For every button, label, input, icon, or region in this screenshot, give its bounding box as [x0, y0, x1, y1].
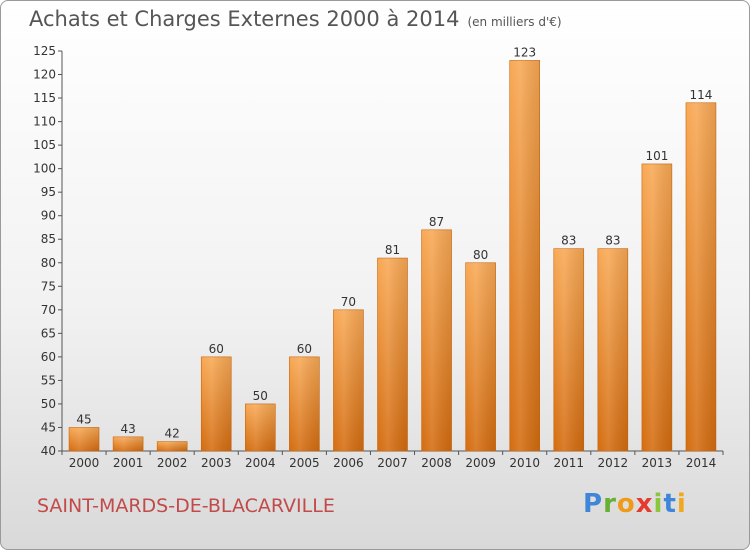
x-tick-label: 2009 — [465, 456, 496, 470]
bar-shine — [509, 60, 540, 451]
data-label: 101 — [645, 149, 668, 163]
y-tick-label: 95 — [41, 185, 56, 199]
x-tick-label: 2013 — [642, 456, 673, 470]
x-tick-label: 2008 — [421, 456, 452, 470]
y-tick-label: 125 — [33, 44, 56, 58]
y-tick-label: 115 — [33, 91, 56, 105]
data-label: 83 — [605, 234, 620, 248]
data-label: 60 — [209, 342, 224, 356]
data-label: 114 — [690, 88, 713, 102]
data-label: 70 — [341, 295, 356, 309]
x-tick-label: 2011 — [553, 456, 584, 470]
chart-title: Achats et Charges Externes 2000 à 2014 (e… — [29, 7, 562, 31]
y-tick-label: 120 — [33, 68, 56, 82]
bar-shine — [157, 441, 188, 451]
bar-shine — [465, 262, 496, 451]
data-labels: 45 43 42 60 50 60 70 81 87 80 123 83 83 101 114 — [76, 45, 712, 440]
x-tick-label: 2012 — [598, 456, 629, 470]
bar-shine — [69, 427, 100, 451]
y-tick-label: 50 — [41, 397, 56, 411]
x-tick-label: 2003 — [201, 456, 232, 470]
data-label: 43 — [120, 422, 135, 436]
proxiti-logo: Proxiti — [583, 489, 687, 519]
bar-shine — [421, 229, 452, 451]
commune-name: SAINT-MARDS-DE-BLACARVILLE — [37, 495, 335, 517]
y-tick-label: 110 — [33, 115, 56, 129]
y-tick-label: 85 — [41, 232, 56, 246]
y-tick-label: 105 — [33, 138, 56, 152]
bar-shine — [685, 102, 716, 451]
bars — [68, 60, 717, 452]
x-tick-label: 2014 — [686, 456, 717, 470]
bar-shine — [201, 356, 232, 451]
y-tick-label: 45 — [41, 420, 56, 434]
x-tick-label: 2005 — [289, 456, 320, 470]
bar-shine — [641, 163, 672, 452]
bar-shine — [289, 356, 320, 451]
y-tick-label: 40 — [41, 444, 56, 458]
data-label: 87 — [429, 215, 444, 229]
chart-unit: (en milliers d'€) — [467, 15, 562, 29]
data-label: 45 — [76, 412, 91, 426]
y-tick-label: 60 — [41, 350, 56, 364]
bar-shine — [113, 436, 144, 451]
bar-shine — [245, 403, 276, 451]
x-tick-label: 2010 — [509, 456, 540, 470]
y-tick-label: 80 — [41, 256, 56, 270]
y-tick-label: 70 — [41, 303, 56, 317]
y-tick-label: 55 — [41, 373, 56, 387]
data-label: 81 — [385, 243, 400, 257]
data-label: 50 — [253, 389, 268, 403]
bar-shine — [597, 248, 628, 451]
x-tick-label: 2001 — [113, 456, 144, 470]
x-tick-label: 2000 — [69, 456, 100, 470]
y-tick-label: 90 — [41, 209, 56, 223]
data-label: 83 — [561, 234, 576, 248]
bar-shine — [553, 248, 584, 451]
axes: 40 45 50 55 60 65 70 75 80 85 90 95 100 105 110 115 120 1… — [33, 44, 724, 470]
y-tick-label: 100 — [33, 162, 56, 176]
x-tick-label: 2007 — [377, 456, 408, 470]
x-tick-label: 2006 — [333, 456, 364, 470]
bar-shine — [333, 309, 364, 451]
x-tick-label: 2002 — [157, 456, 188, 470]
data-label: 60 — [297, 342, 312, 356]
bar-shine — [377, 258, 408, 451]
x-tick-label: 2004 — [245, 456, 276, 470]
data-label: 42 — [165, 427, 180, 441]
y-tick-label: 65 — [41, 326, 56, 340]
y-tick-label: 75 — [41, 279, 56, 293]
data-label: 80 — [473, 248, 488, 262]
data-label: 123 — [513, 45, 536, 59]
chart-title-text: Achats et Charges Externes 2000 à 2014 — [29, 7, 460, 31]
